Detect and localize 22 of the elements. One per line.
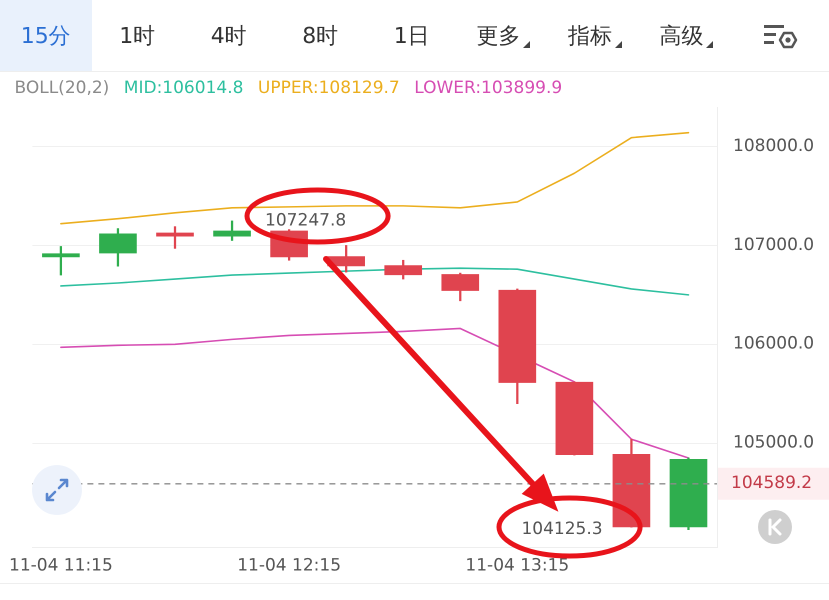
y-tick-label: 107000.0: [733, 234, 814, 255]
text: MID:106014.8: [124, 78, 244, 98]
text: 更多: [476, 22, 520, 50]
x-tick-label: 11-04 11:15: [9, 556, 113, 576]
annotation: 104125.3: [521, 519, 603, 540]
text: 1日: [394, 22, 430, 50]
text: 指标: [568, 22, 612, 50]
x-tick-label: 11-04 12:15: [237, 556, 342, 576]
annotation: 107247.8: [265, 210, 346, 230]
y-tick-label: 108000.0: [733, 136, 814, 156]
legend-title: BOLL(20,2): [14, 78, 110, 98]
x-tick-label: 11-04 13:15: [465, 556, 570, 576]
text: LOWER:103899.9: [414, 78, 562, 98]
y-tick-label: 105000.0: [733, 432, 814, 453]
text: UPPER:108129.7: [258, 78, 400, 98]
text: 104589.2: [731, 473, 812, 494]
text: 高级: [659, 22, 704, 50]
y-tick-label: 106000.0: [733, 334, 814, 354]
text: 1时: [119, 22, 156, 50]
text: 8时: [302, 22, 338, 50]
text: 15分: [20, 22, 71, 50]
text: 4时: [210, 22, 247, 50]
